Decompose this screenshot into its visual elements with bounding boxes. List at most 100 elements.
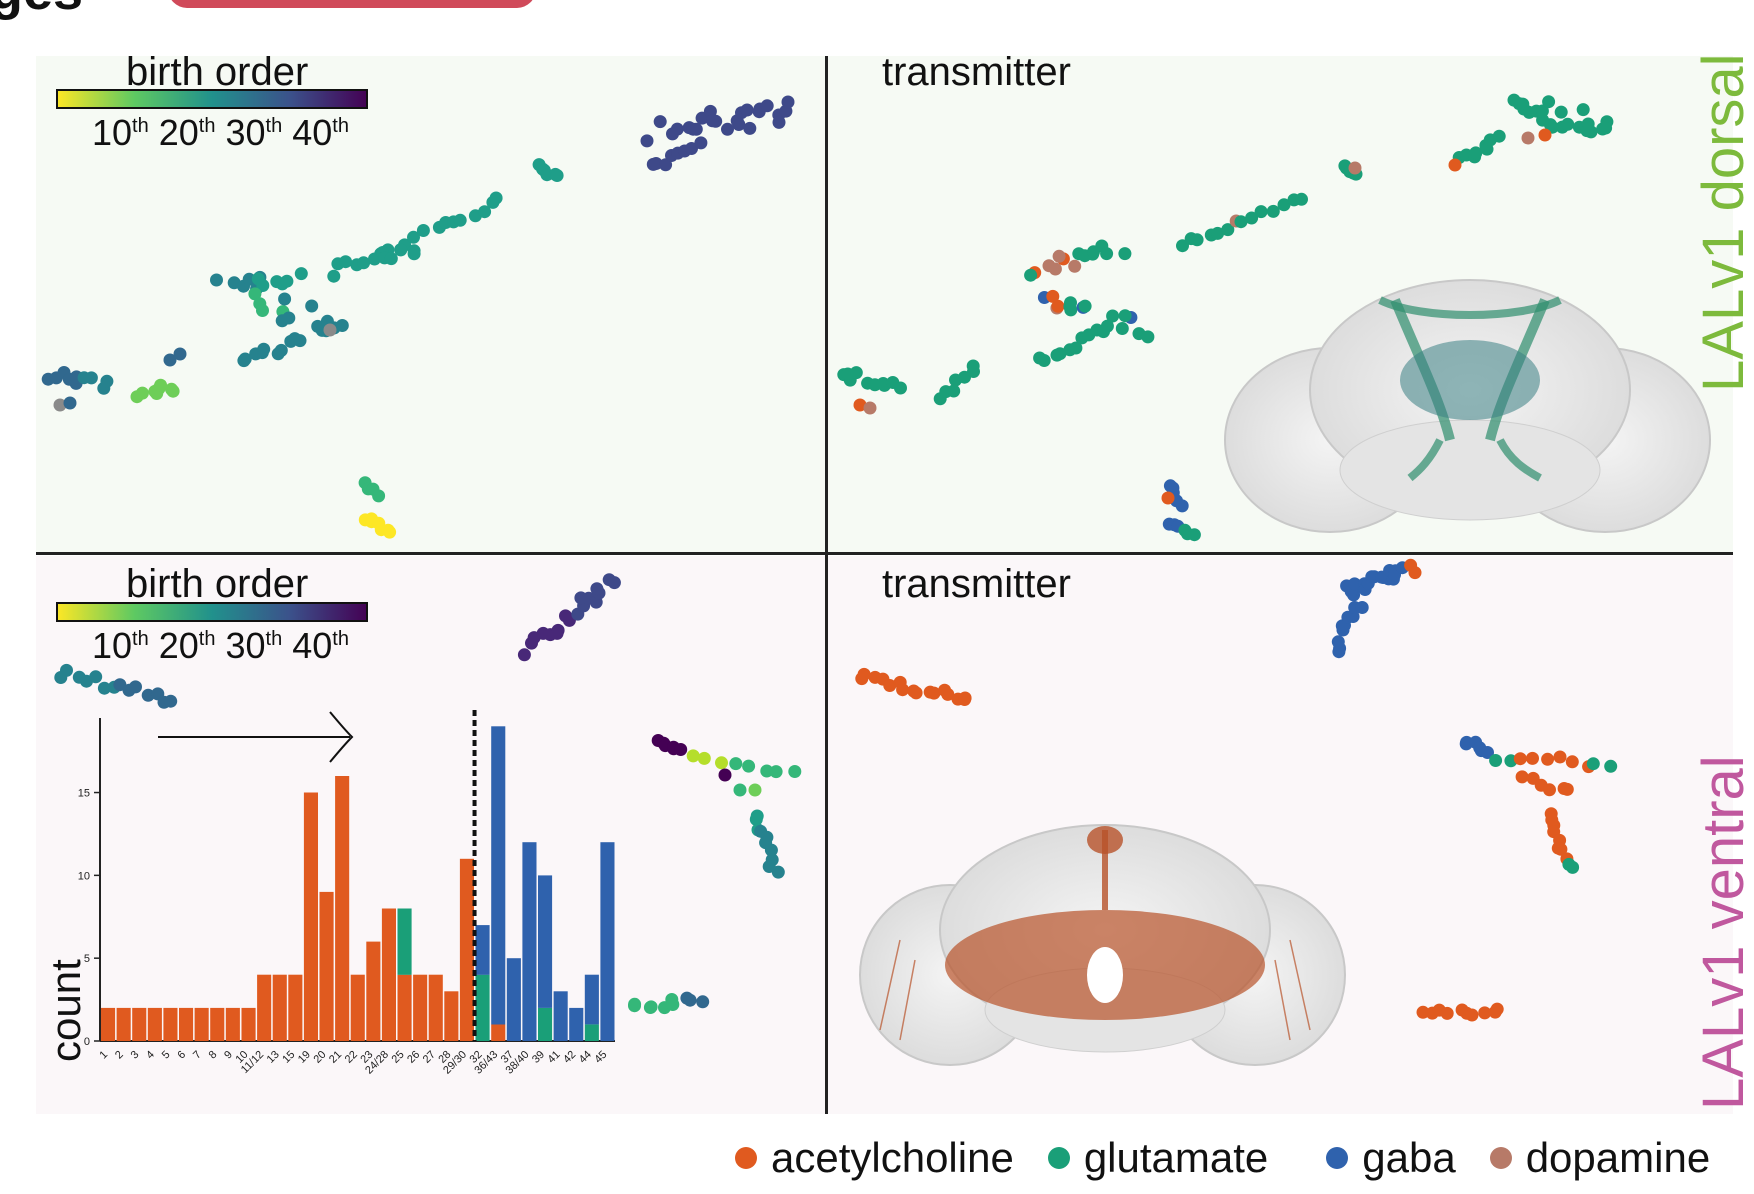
histogram-bar-acetylcholine (147, 1007, 162, 1041)
embedding-point (1543, 783, 1556, 797)
embedding-point (1440, 1006, 1454, 1020)
histogram-bar-gaba (491, 726, 506, 1025)
embedding-point (742, 759, 756, 773)
colorbar-tick: 40 (292, 112, 333, 153)
embedding-point (1515, 770, 1529, 784)
histogram-bar-acetylcholine (210, 1007, 225, 1041)
colorbar-tick: 30 (225, 112, 266, 153)
embedding-point (733, 783, 747, 797)
colorbar-tick: 20 (158, 625, 199, 666)
embedding-point (649, 157, 663, 170)
embedding-point (764, 843, 778, 857)
embedding-point (1069, 341, 1083, 355)
embedding-point (694, 136, 708, 150)
embedding-point (1355, 601, 1369, 614)
embedding-point (1489, 754, 1503, 767)
embedding-point (947, 384, 961, 398)
embedding-point (743, 121, 757, 135)
embedding-point (1576, 103, 1590, 117)
histogram-x-tick-label: 1 (97, 1049, 110, 1062)
embedding-point (683, 993, 697, 1007)
embedding-point (100, 374, 114, 388)
embedding-point (1542, 95, 1556, 109)
embedding-point (453, 213, 467, 227)
histogram-bar-acetylcholine (459, 858, 474, 1041)
embedding-point (357, 256, 371, 270)
embedding-point (1538, 128, 1552, 142)
embedding-point (242, 272, 256, 286)
embedding-point (863, 401, 877, 415)
tick-suffix: th (198, 115, 216, 137)
embedding-point (1052, 249, 1066, 263)
embedding-point (173, 347, 187, 361)
histogram-bar-acetylcholine (101, 1007, 116, 1041)
histogram-bar-acetylcholine (116, 1007, 131, 1041)
embedding-point (705, 114, 719, 128)
colorbar-ticks-bottom: 10th 20th 30th 40th (92, 625, 349, 667)
embedding-point (740, 103, 754, 117)
side-label-dorsal: LALv1 dorsal (1691, 53, 1754, 392)
embedding-point (305, 299, 319, 313)
embedding-point (1492, 129, 1506, 143)
tick-suffix: th (198, 628, 216, 650)
embedding-point (653, 115, 667, 129)
embedding-point (1254, 205, 1268, 219)
legend-dot-icon (1326, 1147, 1349, 1169)
embedding-point (686, 749, 700, 763)
embedding-point (666, 998, 680, 1011)
embedding-point (718, 768, 732, 782)
embedding-point (1365, 570, 1379, 584)
embedding-point (294, 267, 308, 281)
embedding-point (849, 366, 863, 380)
embedding-point (1190, 233, 1204, 247)
legend-item-dopamine: dopamine (1489, 1134, 1710, 1182)
embedding-point (1295, 192, 1308, 206)
embedding-point (129, 680, 142, 694)
legend-label: glutamate (1083, 1134, 1269, 1181)
histogram-x-tick-label: 6 (175, 1049, 188, 1062)
embedding-point (282, 311, 296, 325)
embedding-point (1348, 577, 1362, 591)
embedding-point (84, 371, 98, 385)
embedding-point (1176, 239, 1189, 253)
embedding-point (781, 95, 795, 109)
embedding-point (278, 292, 292, 306)
histogram-bar-acetylcholine (288, 974, 303, 1041)
histogram-bar-acetylcholine (241, 1007, 256, 1041)
embedding-point (1048, 262, 1062, 276)
embedding-point (685, 142, 698, 155)
embedding-point (394, 243, 408, 257)
embedding-point (407, 247, 421, 261)
embedding-point (89, 670, 103, 684)
embedding-point (1535, 104, 1549, 118)
embedding-point (1118, 247, 1132, 261)
legend-dot-icon (1489, 1147, 1512, 1169)
embedding-point (210, 273, 223, 287)
histogram-bar-acetylcholine (335, 776, 350, 1041)
histogram-bar-acetylcholine (179, 1007, 194, 1041)
embedding-point (53, 398, 67, 412)
colorbar-bottom (56, 602, 368, 622)
legend-item-acetylcholine: acetylcholine (735, 1134, 1014, 1182)
histogram-bar-gaba (569, 1007, 584, 1041)
histogram-bar-acetylcholine (132, 1007, 147, 1041)
panel-top-left (36, 56, 825, 552)
embedding-point (574, 591, 588, 605)
embedding-point (857, 667, 871, 681)
birth-order-title-top: birth order (126, 50, 309, 94)
histogram-bar-acetylcholine (272, 974, 287, 1041)
legend-label: gaba (1362, 1134, 1456, 1181)
colorbar-tick: 10 (92, 112, 133, 153)
brain-render-dorsal (1224, 279, 1711, 533)
embedding-point (1348, 161, 1362, 175)
histogram-bar-acetylcholine (163, 1007, 178, 1041)
embedding-point (1115, 322, 1129, 335)
histogram-bar-acetylcholine (194, 1007, 209, 1041)
figure-header-text: ages (0, 0, 83, 22)
colorbar-tick: 10 (92, 625, 133, 666)
transmitter-legend: acetylcholine glutamate gaba dopamine (735, 1128, 1710, 1188)
embedding-point (1118, 309, 1132, 323)
embedding-point (165, 382, 178, 396)
